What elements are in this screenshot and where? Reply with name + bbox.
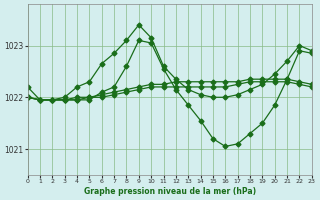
X-axis label: Graphe pression niveau de la mer (hPa): Graphe pression niveau de la mer (hPa) bbox=[84, 187, 256, 196]
